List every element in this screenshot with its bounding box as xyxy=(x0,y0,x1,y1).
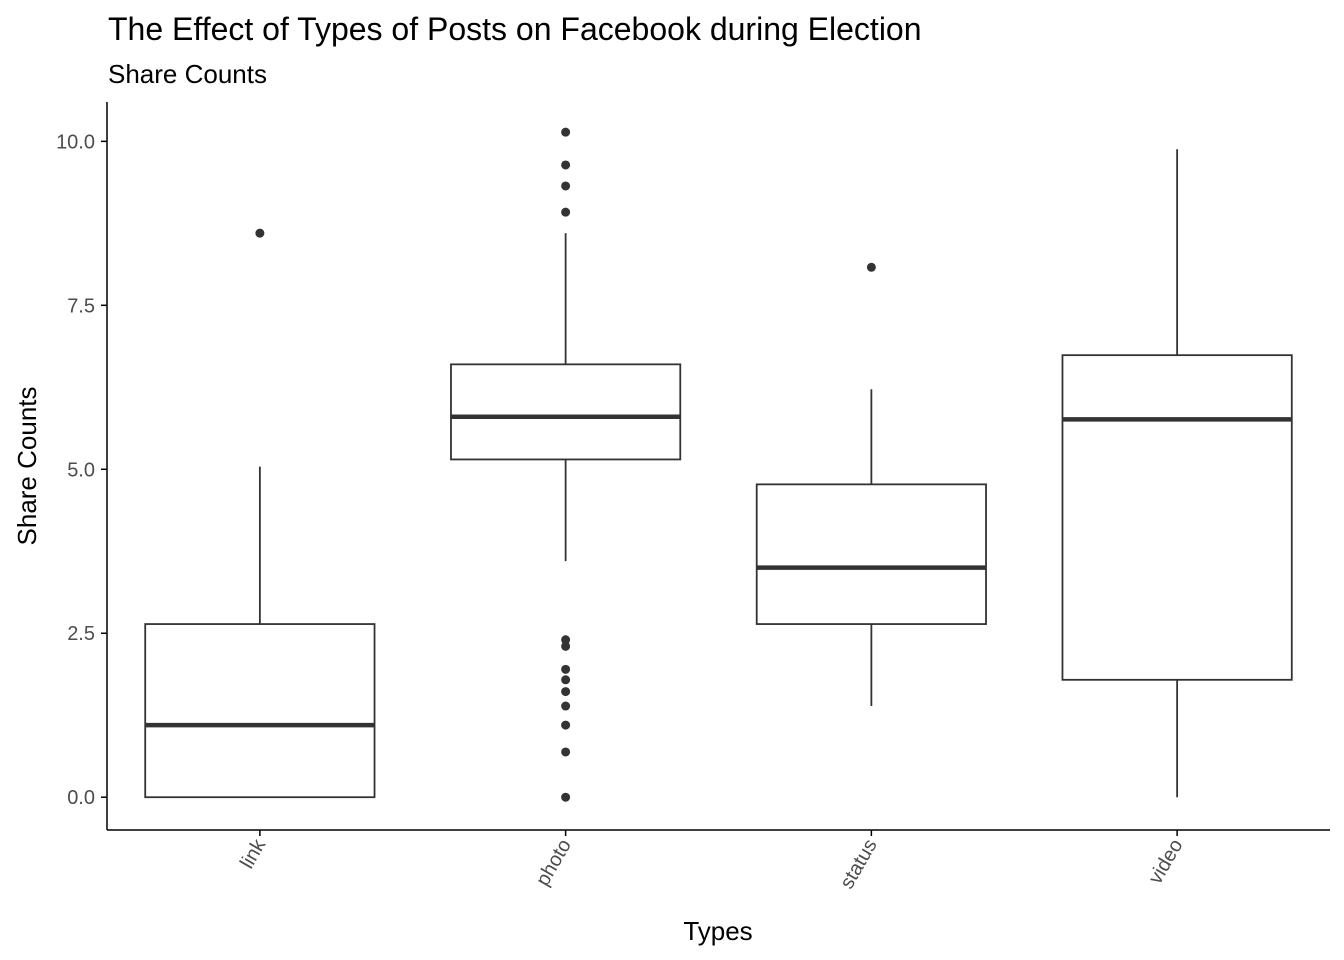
boxplot-link xyxy=(144,228,376,799)
outlier-point xyxy=(561,181,571,191)
outlier-point xyxy=(561,792,571,802)
box xyxy=(450,363,682,461)
y-tick-label: 10.0 xyxy=(56,131,95,153)
outlier-point xyxy=(561,160,571,170)
outlier-point xyxy=(561,747,571,757)
outlier-point xyxy=(561,207,571,217)
outlier-point xyxy=(561,687,571,697)
boxplot-video xyxy=(1061,149,1293,798)
y-axis-title: Share Counts xyxy=(12,387,42,546)
x-tick-label: status xyxy=(836,836,882,893)
chart-subtitle: Share Counts xyxy=(108,59,267,89)
outlier-point xyxy=(561,641,571,651)
x-axis-ticks: link photo status video xyxy=(236,830,1187,893)
x-axis-title: Types xyxy=(683,916,752,946)
outlier-point xyxy=(561,664,571,674)
outlier-point xyxy=(561,675,571,685)
x-tick-label: link xyxy=(236,835,271,873)
x-tick-label: photo xyxy=(532,836,576,890)
outlier-point xyxy=(561,701,571,711)
plot-area xyxy=(144,127,1293,802)
y-axis-ticks: 0.0 2.5 5.0 7.5 10.0 xyxy=(56,131,107,809)
y-tick-label: 7.5 xyxy=(67,295,95,317)
outlier-point xyxy=(866,262,876,272)
outlier-point xyxy=(561,635,571,645)
box xyxy=(1061,354,1293,681)
box xyxy=(755,483,987,625)
chart-title: The Effect of Types of Posts on Facebook… xyxy=(108,11,922,47)
y-tick-label: 2.5 xyxy=(67,623,95,645)
y-tick-label: 0.0 xyxy=(67,787,95,809)
outlier-point xyxy=(561,720,571,730)
x-tick-label: video xyxy=(1144,836,1187,888)
outlier-point xyxy=(561,127,571,137)
box xyxy=(144,623,376,799)
outlier-point xyxy=(255,228,265,238)
boxplot-photo xyxy=(450,127,682,802)
boxplot-status xyxy=(755,262,987,707)
y-tick-label: 5.0 xyxy=(67,459,95,481)
